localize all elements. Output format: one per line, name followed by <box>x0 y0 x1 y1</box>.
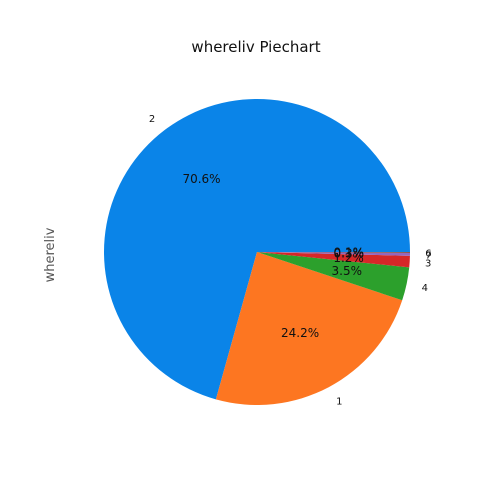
y-axis-label: whereliv <box>43 227 58 282</box>
chart-title: whereliv Piechart <box>191 38 320 56</box>
pie-percent-label-2: 70.6% <box>182 172 220 186</box>
pie-slices <box>104 99 410 405</box>
pie-percent-label-6: 0.1% <box>334 245 365 259</box>
pie-category-label-4: 4 <box>422 283 428 294</box>
pie-percent-label-4: 3.5% <box>332 264 363 278</box>
pie-percent-label-1: 24.2% <box>281 326 319 340</box>
pie-category-label-6: 6 <box>425 249 431 260</box>
pie-category-label-1: 1 <box>336 397 342 408</box>
pie-category-label-2: 2 <box>149 114 155 125</box>
